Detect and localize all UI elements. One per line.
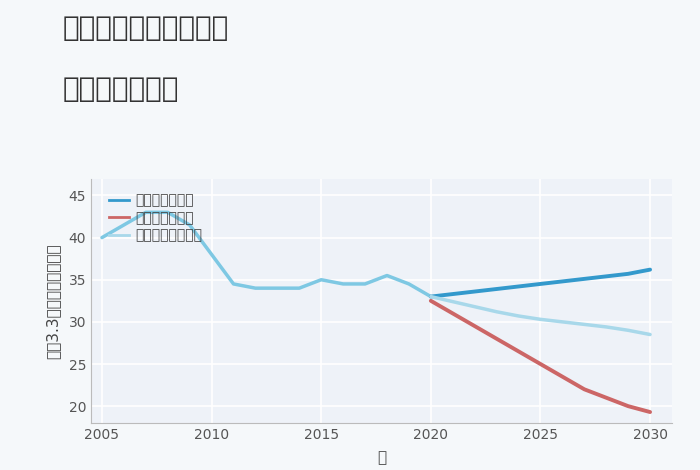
Text: 土地の価格推移: 土地の価格推移: [63, 75, 179, 103]
Legend: グッドシナリオ, バッドシナリオ, ノーマルシナリオ: グッドシナリオ, バッドシナリオ, ノーマルシナリオ: [104, 188, 209, 248]
Text: 岐阜県関市洞戸高見の: 岐阜県関市洞戸高見の: [63, 14, 230, 42]
X-axis label: 年: 年: [377, 450, 386, 465]
Y-axis label: 坪（3.3㎡）単価（万円）: 坪（3.3㎡）単価（万円）: [46, 243, 60, 359]
